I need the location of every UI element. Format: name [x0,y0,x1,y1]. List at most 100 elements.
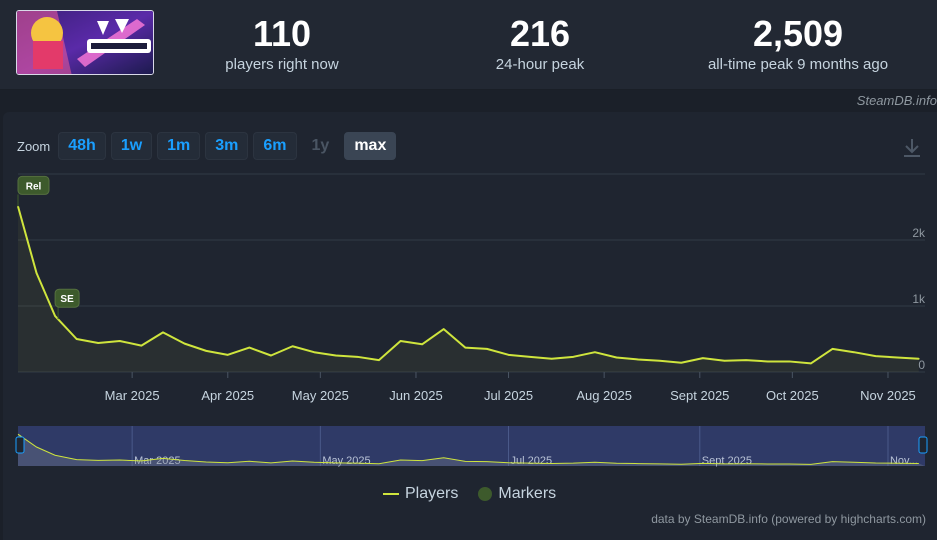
players-point [75,338,78,340]
players-point [35,272,38,274]
players-point [140,344,143,347]
navigator-label: Nov... [890,455,918,467]
x-tick-label: Oct 2025 [766,388,819,403]
players-point [97,342,100,344]
marker-label: SE [60,294,74,305]
navigator-area [18,434,925,466]
players-point [183,342,186,345]
x-tick-label: May 2025 [292,388,349,403]
players-point [162,331,164,334]
players-point [291,345,294,348]
legend: Players Markers [383,485,576,503]
navigator-label: May 2025 [322,455,370,467]
x-tick-label: Nov 2025 [860,388,916,403]
zoom-1y-button: 1y [311,137,330,154]
x-tick-label: Sept 2025 [670,388,729,403]
grid-lines [18,173,925,373]
players-now-label: players right now [225,56,339,73]
marker-label: Rel [26,181,42,192]
players-point [334,354,337,357]
players-point [421,343,423,346]
players-point [529,356,531,358]
legend-players-label: Players [405,485,459,502]
zoom-label: Zoom [17,138,51,154]
players-point [853,351,855,353]
players-point [658,359,661,362]
players-point [464,346,467,349]
navigator-handle-right [918,436,928,454]
players-area [18,206,919,372]
y-tick-label: 0 [918,358,925,372]
players-point [680,361,683,364]
players-point [896,356,899,359]
players-point [831,348,834,350]
players-point [702,357,704,359]
legend-players[interactable]: Players [383,485,458,503]
player-count-chart: 0 1k 2k Mar 2025 Apr 2025 May 2025 Jun 2025 Ju… [15,173,928,467]
players-point [550,358,553,360]
players-point [810,362,812,365]
navigator-line [17,433,919,465]
players-point [226,354,229,356]
legend-markers[interactable]: Markers [478,485,556,503]
players-point [572,356,575,358]
markers-dot-swatch [478,487,493,501]
game-logo-art [17,11,153,74]
x-tick-label: Aug 2025 [576,388,632,403]
alltime-peak-value: 2,509 [752,13,844,54]
players-point [788,360,791,363]
highcharts-credit[interactable]: data by SteamDB.info (powered by highcha… [651,512,926,526]
players-point [637,358,639,361]
x-tick-label: Jun 2025 [389,388,443,403]
peak-24h-value: 216 [509,13,571,54]
players-point [594,351,596,353]
stat-players-now: 110 players right now [162,14,402,74]
players-point [248,346,251,349]
stat-24h-peak: 216 24-hour peak [420,13,660,74]
peak-24h-label: 24-hour peak [495,56,585,73]
navigator-label: Mar 2025 [134,455,180,467]
players-point [615,356,618,359]
players-point [874,355,877,357]
event-markers: Rel SE [17,175,80,320]
stat-alltime-peak: 2,509 all-time peak 9 months ago [678,13,918,74]
x-axis-labels: Mar 2025 Apr 2025 May 2025 Jun 2025 Jul 2025… [105,372,916,403]
players-line-swatch [383,493,399,495]
zoom-6m-button[interactable]: 6m [253,132,297,160]
steamdb-credit[interactable]: SteamDB.info [856,93,937,108]
players-point [399,340,402,342]
navigator-label: Jul 2025 [511,455,553,467]
players-point [918,358,920,360]
players-point [119,340,121,342]
players-series [17,205,920,372]
chart-panel: Zoom 48h 1w 1m 3m 6m 1y max 0 1k 2k Mar 20… [3,112,937,540]
players-point [442,328,445,330]
players-point [378,359,380,361]
y-tick-label: 2k [912,226,926,240]
zoom-3m-button[interactable]: 3m [205,132,249,160]
zoom-1w-button[interactable]: 1w [110,132,153,160]
x-tick-label: Jul 2025 [484,388,533,403]
alltime-peak-label: all-time peak 9 months ago [707,56,889,73]
legend-markers-label: Markers [498,485,557,502]
marker-flag [17,175,50,195]
download-icon[interactable] [900,136,924,160]
y-axis-labels: 0 1k 2k [912,226,926,372]
navigator-handle-left [15,436,25,454]
zoom-controls: Zoom 48h 1w 1m 3m 6m 1y max [17,132,401,160]
players-point [507,354,510,356]
zoom-48h-button[interactable]: 48h [58,132,106,160]
players-point [313,351,315,353]
zoom-max-button[interactable]: max [344,132,397,160]
x-tick-label: Apr 2025 [201,388,254,403]
players-point [54,315,56,317]
game-logo[interactable] [16,10,154,75]
x-tick-label: Mar 2025 [105,388,160,403]
players-point [745,359,747,361]
zoom-1m-button[interactable]: 1m [157,132,201,160]
players-point [270,354,272,357]
players-point [723,359,726,362]
players-point [486,348,488,350]
y-tick-label: 1k [912,292,926,306]
